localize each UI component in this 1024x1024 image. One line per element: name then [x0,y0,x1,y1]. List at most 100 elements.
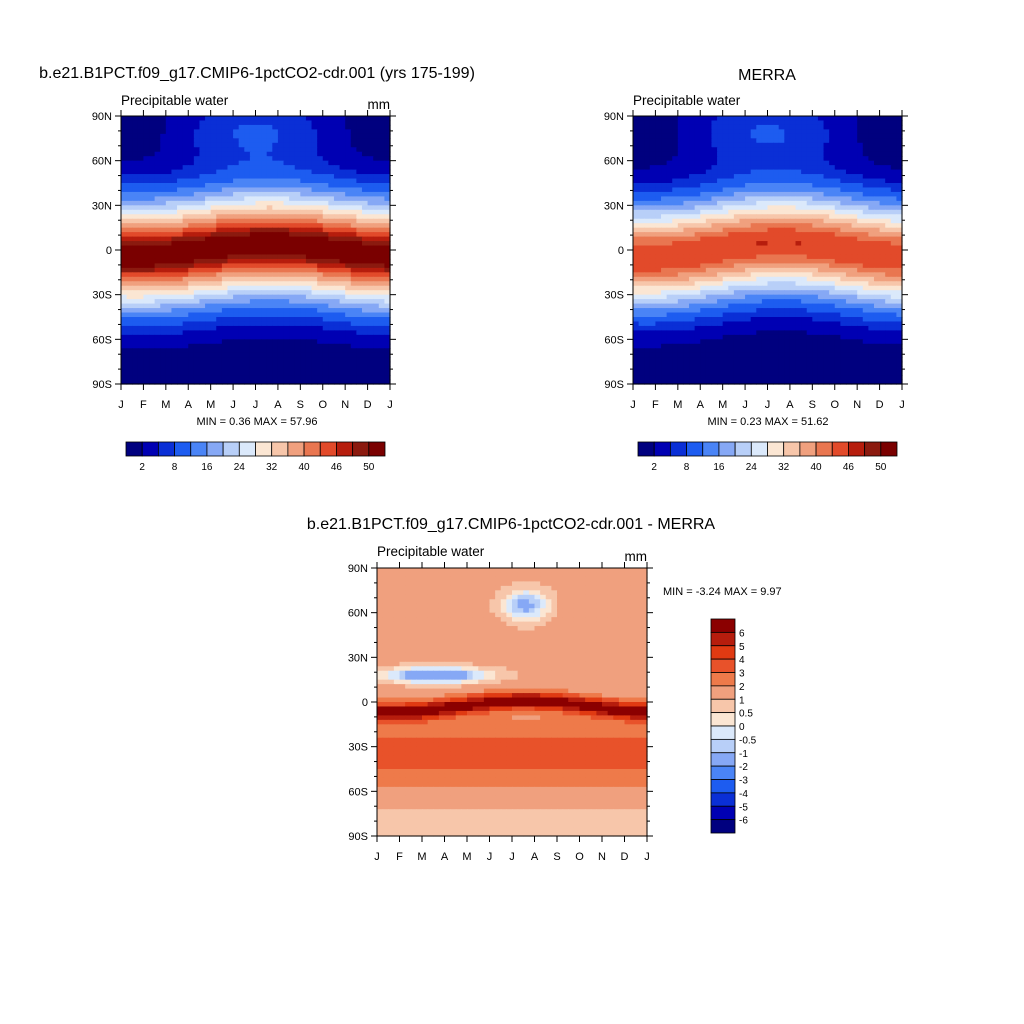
heatmap-cell [249,366,257,372]
heatmap-cell [322,200,329,206]
heatmap-cell [801,209,808,215]
heatmap-cell [789,281,797,287]
heatmap-cell [767,299,774,305]
heatmap-cell [177,209,184,215]
heatmap-cell [205,183,212,189]
heatmap-cell [255,312,262,318]
heatmap-cell [126,357,133,363]
heatmap-cell [789,142,797,148]
heatmap-cell [767,116,774,122]
heatmap-cell [784,156,791,162]
heatmap-cell [722,250,729,256]
heatmap-cell [728,147,735,153]
heatmap-cell [795,232,802,238]
heatmap-cell [784,232,791,238]
heatmap-cell [266,227,273,233]
heatmap-cell [367,281,374,287]
heatmap-cell [644,133,651,139]
heatmap-cell [261,254,268,260]
heatmap-cell [784,281,791,287]
heatmap-cell [177,250,184,256]
heatmap-cell [778,116,785,122]
heatmap-cell [182,294,189,300]
heatmap-cell [311,352,318,358]
heatmap-cell [283,151,290,157]
heatmap-cell [862,169,869,175]
heatmap-cell [345,209,352,215]
heatmap-cell [289,209,296,215]
heatmap-cell [789,263,797,269]
heatmap-cell [227,147,234,153]
heatmap-cell [767,183,774,189]
heatmap-cell [345,191,352,197]
heatmap-cell [761,250,769,256]
heatmap-cell [767,214,774,220]
heatmap-cell [378,214,385,220]
heatmap-cell [655,147,662,153]
heatmap-cell [199,379,206,385]
heatmap-cell [249,223,257,229]
heatmap-cell [661,294,668,300]
heatmap-cell [784,276,791,282]
heatmap-cell [767,129,774,135]
heatmap-cell [244,276,251,282]
heatmap-cell [227,138,234,144]
heatmap-cell [857,124,864,130]
heatmap-cell [873,241,881,247]
heatmap-cell [339,276,346,282]
heatmap-cell [644,178,651,184]
heatmap-cell [885,196,892,202]
heatmap-cell [317,232,324,238]
heatmap-cell [238,317,245,323]
heatmap-cell [182,375,189,381]
heatmap-cell [795,174,802,180]
heatmap-cell [857,245,864,251]
heatmap-cell [216,375,223,381]
heatmap-cell [277,200,285,206]
heatmap-cell [199,245,206,251]
heatmap-cell [773,250,780,256]
heatmap-cell [238,174,245,180]
heatmap-cell [205,263,212,269]
heatmap-cell [143,334,150,340]
heatmap-cell [143,276,150,282]
heatmap-cell [633,120,640,126]
heatmap-cell [840,200,847,206]
heatmap-cell [154,294,161,300]
heatmap-cell [277,187,285,193]
heatmap-cell [633,169,640,175]
heatmap-cell [896,142,903,148]
heatmap-cell [137,258,145,264]
heatmap-cell [171,174,178,180]
heatmap-cell [272,209,279,215]
heatmap-cell [773,294,780,300]
heatmap-cell [689,196,696,202]
heatmap-cell [317,352,324,358]
heatmap-cell [205,370,212,376]
heatmap-cell [160,124,167,130]
heatmap-cell [132,308,139,314]
heatmap-cell [339,352,346,358]
heatmap-cell [644,245,651,251]
heatmap-cell [160,303,167,309]
heatmap-cell [633,178,640,184]
heatmap-cell [233,343,240,349]
heatmap-cell [289,375,296,381]
heatmap-cell [233,214,240,220]
heatmap-cell [121,312,128,318]
heatmap-cell [784,196,791,202]
heatmap-cell [817,276,825,282]
heatmap-cell [666,133,673,139]
heatmap-cell [294,312,301,318]
heatmap-cell [834,241,841,247]
heatmap-cell [182,129,189,135]
heatmap-cell [210,290,217,296]
heatmap-cell [238,236,245,242]
heatmap-cell [216,187,223,193]
heatmap-cell [132,165,139,171]
heatmap-cell [149,183,156,189]
heatmap-cell [272,321,279,327]
heatmap-cell [322,196,329,202]
heatmap-cell [728,187,735,193]
heatmap-cell [705,232,713,238]
